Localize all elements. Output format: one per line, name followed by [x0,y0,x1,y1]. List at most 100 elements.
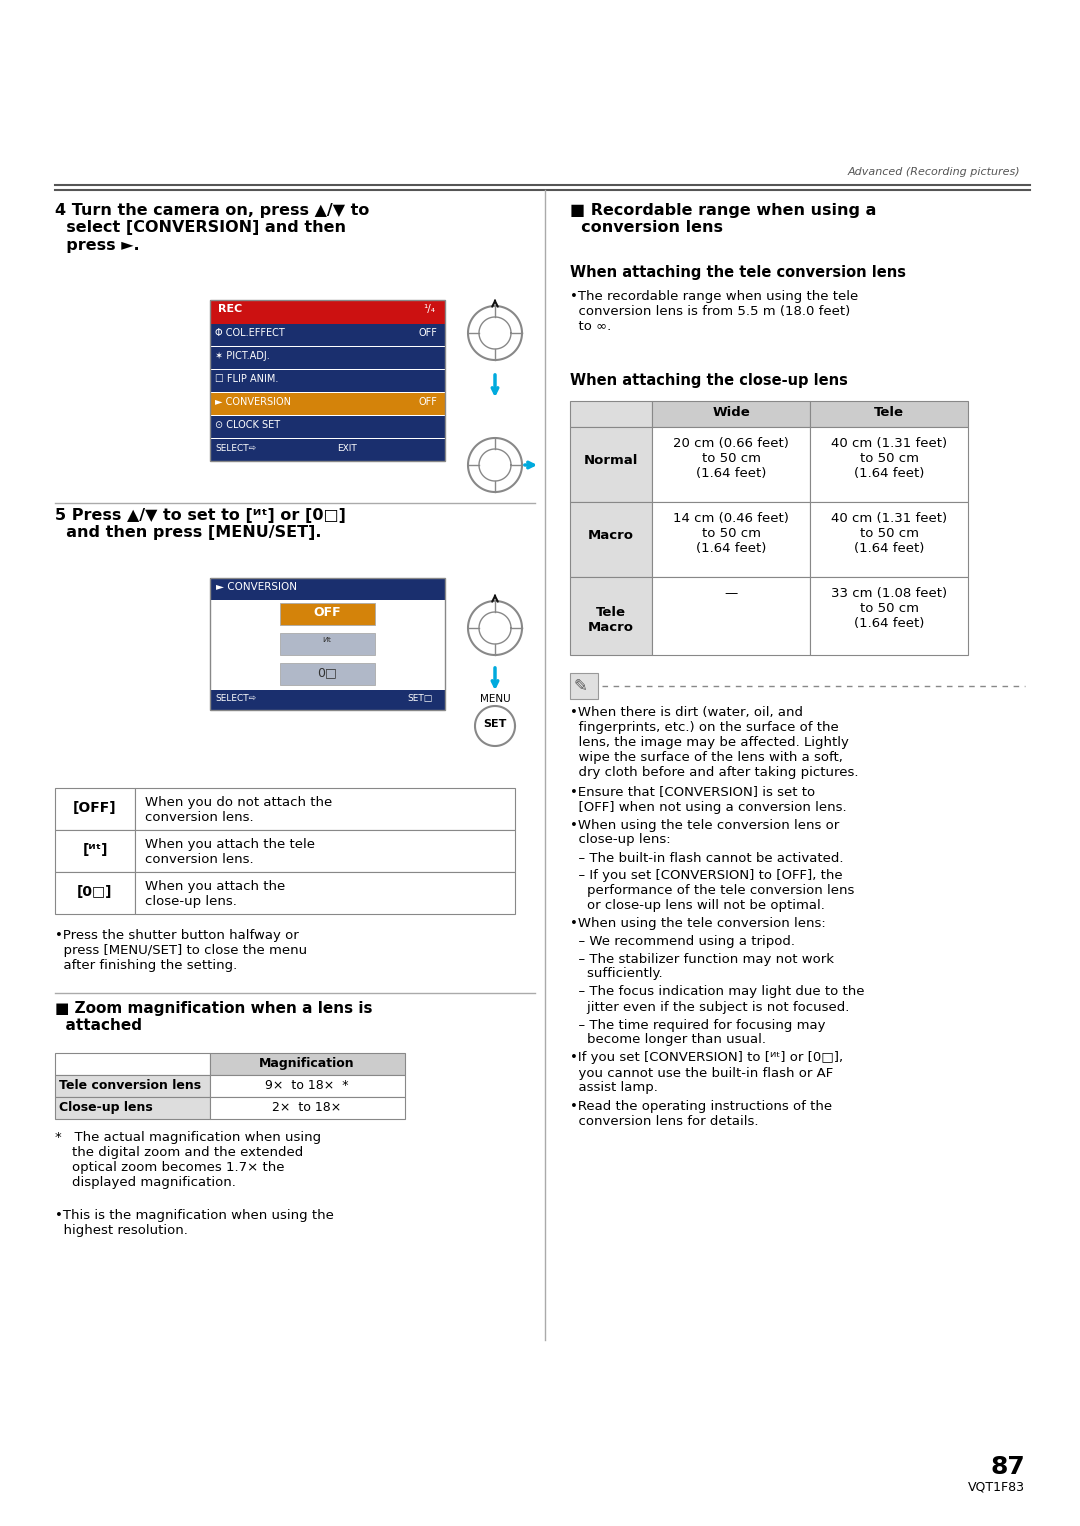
Bar [210,578,445,710]
Text: – The focus indication may light due to the
    jitter even if the subject is no: – The focus indication may light due to … [570,986,864,1013]
Bar [570,673,598,699]
Bar [570,427,652,502]
Text: – The time required for focusing may
    become longer than usual.: – The time required for focusing may bec… [570,1018,825,1047]
Text: 9×  to 18×  *: 9× to 18× * [266,1079,349,1093]
Text: SET: SET [484,719,507,729]
Text: Advanced (Recording pictures): Advanced (Recording pictures) [848,166,1020,177]
Text: OFF: OFF [418,328,437,337]
Bar [210,1053,405,1074]
Bar [570,577,652,655]
Text: [ᴻᵗ]: [ᴻᵗ] [82,842,108,858]
Text: Wide: Wide [712,406,750,420]
Text: Magnification: Magnification [259,1058,355,1070]
Text: Normal: Normal [584,455,638,467]
Text: 0□: 0□ [318,665,337,679]
Text: ᴻᵗ: ᴻᵗ [322,636,332,649]
Text: •Ensure that [CONVERSION] is set to
  [OFF] when not using a conversion lens.: •Ensure that [CONVERSION] is set to [OFF… [570,786,847,813]
Text: ☐ FLIP ANIM.: ☐ FLIP ANIM. [215,374,279,385]
Bar [652,401,810,427]
Text: Macro: Macro [588,530,634,542]
Text: ✶ PICT.ADJ.: ✶ PICT.ADJ. [215,351,270,362]
Text: *   The actual magnification when using
    the digital zoom and the extended
  : * The actual magnification when using th… [55,1131,321,1189]
Text: •This is the magnification when using the
  highest resolution.: •This is the magnification when using th… [55,1209,334,1238]
Bar [810,577,968,655]
Bar [135,830,515,871]
Text: Tele
Macro: Tele Macro [588,606,634,633]
Text: 2×  to 18×: 2× to 18× [272,1100,341,1114]
Bar [210,439,445,461]
Text: SELECT⇨: SELECT⇨ [215,444,256,453]
Text: —: — [725,588,738,600]
Text: •When using the tele conversion lens or
  close-up lens:: •When using the tele conversion lens or … [570,818,839,847]
Bar [210,578,445,600]
Text: ¹/₄: ¹/₄ [423,304,435,314]
Text: When attaching the tele conversion lens: When attaching the tele conversion lens [570,266,906,279]
Bar [55,787,135,830]
Text: SELECT⇨: SELECT⇨ [215,694,256,703]
Bar [55,1074,210,1097]
Bar [55,830,135,871]
Text: ► CONVERSION: ► CONVERSION [215,397,291,407]
Text: 33 cm (1.08 feet)
to 50 cm
(1.64 feet): 33 cm (1.08 feet) to 50 cm (1.64 feet) [831,588,947,630]
Bar [210,1097,405,1119]
Bar [210,324,445,346]
Text: •The recordable range when using the tele
  conversion lens is from 5.5 m (18.0 : •The recordable range when using the tel… [570,290,859,333]
Bar [210,301,445,461]
Text: When you attach the
close-up lens.: When you attach the close-up lens. [145,881,285,908]
Bar [210,417,445,438]
Text: •Press the shutter button halfway or
  press [MENU/SET] to close the menu
  afte: •Press the shutter button halfway or pre… [55,929,307,972]
Text: – The built-in flash cannot be activated.: – The built-in flash cannot be activated… [570,852,843,865]
Text: •If you set [CONVERSION] to [ᴻᵗ] or [0□],
  you cannot use the built-in flash or: •If you set [CONVERSION] to [ᴻᵗ] or [0□]… [570,1051,843,1094]
Text: VQT1F83: VQT1F83 [968,1480,1025,1492]
Bar [210,394,445,415]
Text: – The stabilizer function may not work
    sufficiently.: – The stabilizer function may not work s… [570,952,834,981]
Bar [652,502,810,577]
Text: OFF: OFF [313,606,341,620]
Text: 14 cm (0.46 feet)
to 50 cm
(1.64 feet): 14 cm (0.46 feet) to 50 cm (1.64 feet) [673,513,788,555]
Text: ■ Recordable range when using a
  conversion lens: ■ Recordable range when using a conversi… [570,203,876,235]
Text: Close-up lens: Close-up lens [59,1100,152,1114]
Text: ✎: ✎ [573,678,588,694]
Text: Tele conversion lens: Tele conversion lens [59,1079,201,1093]
Bar [210,346,445,369]
Text: SET□: SET□ [408,694,433,703]
Bar [135,787,515,830]
Text: REC: REC [218,304,242,314]
Text: [OFF]: [OFF] [73,801,117,815]
Text: When you attach the tele
conversion lens.: When you attach the tele conversion lens… [145,838,315,865]
Text: – We recommend using a tripod.: – We recommend using a tripod. [570,935,795,948]
Text: 5 Press ▲/▼ to set to [ᴻᵗ] or [0□]
  and then press [MENU/SET].: 5 Press ▲/▼ to set to [ᴻᵗ] or [0□] and t… [55,508,346,540]
Text: OFF: OFF [418,397,437,407]
Text: •When there is dirt (water, oil, and
  fingerprints, etc.) on the surface of the: •When there is dirt (water, oil, and fin… [570,707,859,778]
Bar [210,301,445,324]
Text: EXIT: EXIT [337,444,356,453]
Text: ■ Zoom magnification when a lens is
  attached: ■ Zoom magnification when a lens is atta… [55,1001,373,1033]
Text: ► CONVERSION: ► CONVERSION [216,581,297,592]
Text: 40 cm (1.31 feet)
to 50 cm
(1.64 feet): 40 cm (1.31 feet) to 50 cm (1.64 feet) [831,513,947,555]
Bar [570,502,652,577]
Text: 4 Turn the camera on, press ▲/▼ to
  select [CONVERSION] and then
  press ►.: 4 Turn the camera on, press ▲/▼ to selec… [55,203,369,253]
Bar [210,369,445,392]
Text: 87: 87 [990,1454,1025,1479]
Text: •When using the tele conversion lens:: •When using the tele conversion lens: [570,917,826,931]
Bar [280,662,375,685]
Bar [810,427,968,502]
Bar [652,427,810,502]
Text: When attaching the close-up lens: When attaching the close-up lens [570,372,848,388]
Bar [55,1097,210,1119]
Bar [280,633,375,655]
Text: ⊙ CLOCK SET: ⊙ CLOCK SET [215,420,280,430]
Text: When you do not attach the
conversion lens.: When you do not attach the conversion le… [145,797,333,824]
Text: MENU: MENU [480,694,511,703]
Text: ►: ► [395,397,403,407]
Bar [210,1074,405,1097]
Text: •Read the operating instructions of the
  conversion lens for details.: •Read the operating instructions of the … [570,1100,832,1128]
Text: – If you set [CONVERSION] to [OFF], the
    performance of the tele conversion l: – If you set [CONVERSION] to [OFF], the … [570,868,854,913]
Bar [135,871,515,914]
Text: 40 cm (1.31 feet)
to 50 cm
(1.64 feet): 40 cm (1.31 feet) to 50 cm (1.64 feet) [831,436,947,481]
Text: Tele: Tele [874,406,904,420]
Bar [652,577,810,655]
Bar [810,502,968,577]
Bar [55,1053,210,1074]
Text: Φ COL.EFFECT: Φ COL.EFFECT [215,328,285,337]
